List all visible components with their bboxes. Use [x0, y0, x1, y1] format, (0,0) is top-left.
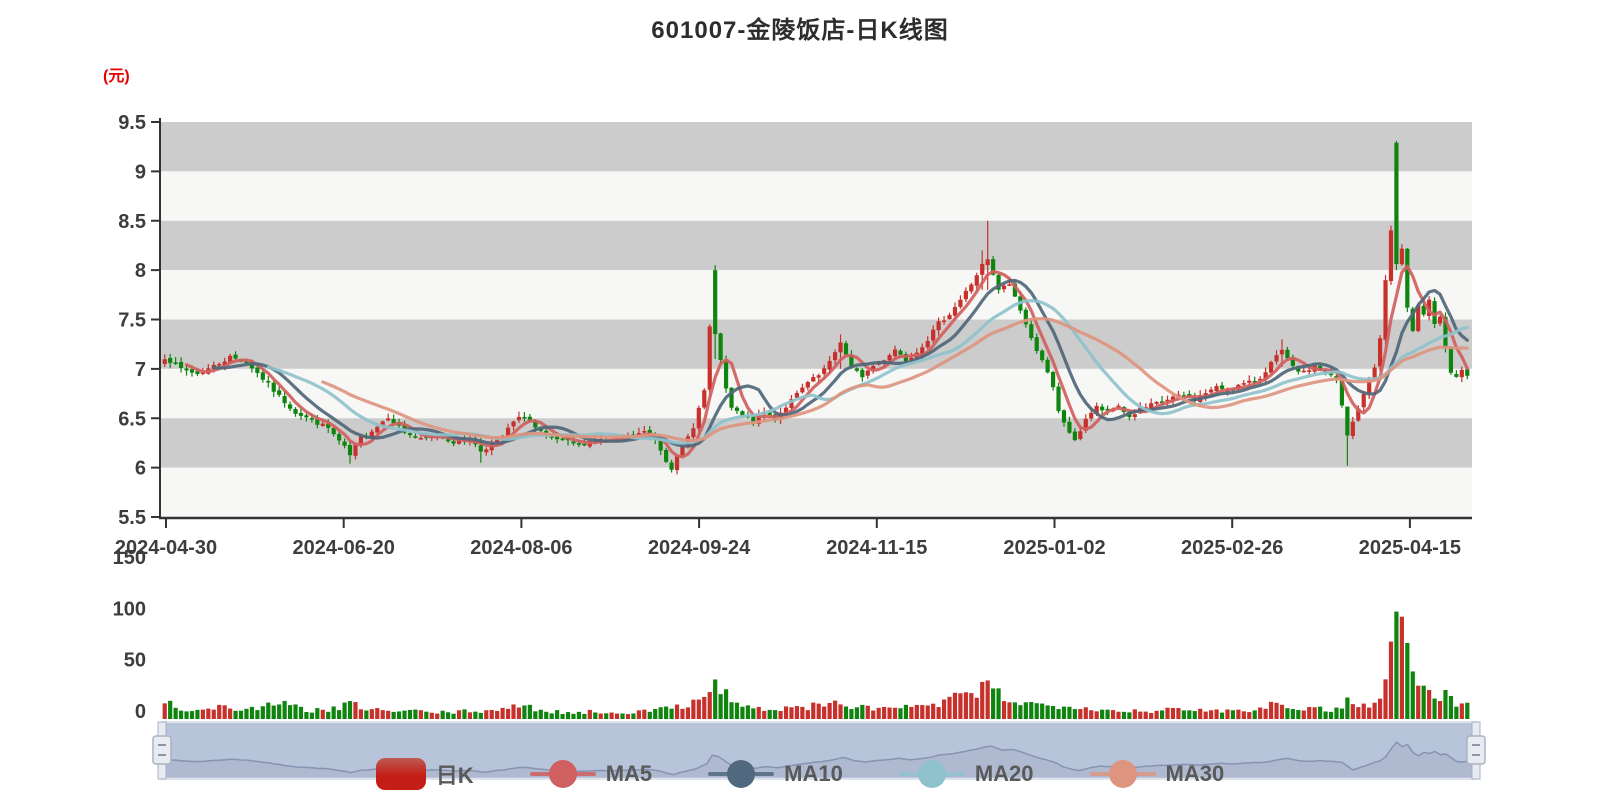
svg-text:9.5: 9.5	[118, 112, 146, 134]
svg-text:100: 100	[113, 598, 146, 620]
legend-item-ma5[interactable]: MA5	[529, 759, 653, 789]
svg-text:2024-11-15: 2024-11-15	[826, 537, 927, 559]
svg-text:2024-04-30: 2024-04-30	[115, 537, 217, 559]
x-axis-labels: 2024-04-30 2024-06-20 2024-08-06 2024-09-24…	[115, 537, 1461, 559]
ma5-line	[184, 264, 1469, 459]
x-axis	[159, 516, 1472, 528]
legend-item-kline[interactable]: 日K	[375, 758, 474, 790]
legend-item-ma30[interactable]: MA30	[1089, 759, 1225, 789]
legend-label: MA20	[974, 761, 1034, 786]
legend-label: MA5	[605, 761, 653, 786]
kline-legend-icon	[375, 758, 426, 790]
svg-text:2025-01-02: 2025-01-02	[1003, 537, 1105, 559]
datazoom-profile	[162, 742, 1476, 777]
svg-text:7.5: 7.5	[118, 310, 146, 332]
svg-text:2024-06-20: 2024-06-20	[293, 537, 395, 559]
svg-text:2024-08-06: 2024-08-06	[470, 537, 572, 559]
svg-text:6.5: 6.5	[118, 408, 146, 430]
legend-item-ma10[interactable]: MA10	[708, 759, 843, 789]
ma30-line	[321, 317, 1469, 443]
svg-text:2025-02-26: 2025-02-26	[1181, 537, 1283, 559]
volume-series	[162, 611, 1470, 719]
svg-text:5.5: 5.5	[118, 507, 146, 529]
svg-text:6: 6	[135, 458, 146, 480]
ma5-legend-icon	[529, 759, 596, 789]
price-y-axis-labels: 9.5 9 8.5 8 7.5 7 6.5 6 5.5	[118, 112, 146, 529]
ma30-legend-icon	[1089, 759, 1156, 789]
svg-text:50: 50	[124, 650, 146, 672]
svg-text:2025-04-15: 2025-04-15	[1359, 537, 1461, 559]
legend-item-ma20[interactable]: MA20	[898, 759, 1034, 789]
datazoom-right-handle[interactable]	[1466, 721, 1486, 780]
price-grid-bands	[160, 122, 1472, 517]
ma10-line	[212, 278, 1469, 448]
svg-text:0: 0	[135, 701, 146, 723]
legend-label: 日K	[435, 763, 474, 788]
ma10-legend-icon	[708, 759, 775, 789]
svg-text:7: 7	[135, 359, 146, 381]
legend-label: MA10	[784, 761, 843, 786]
datazoom-left-handle[interactable]	[152, 721, 172, 780]
svg-text:8.5: 8.5	[118, 211, 146, 233]
price-y-axis	[151, 118, 161, 518]
svg-text:2024-09-24: 2024-09-24	[648, 537, 751, 559]
chart-title: 601007-金陵饭店-日K线图	[651, 17, 949, 44]
svg-text:9: 9	[135, 161, 146, 183]
chart-legend: 日K MA5 MA10 MA20 MA30	[0, 751, 1600, 797]
legend-label: MA30	[1165, 761, 1225, 786]
volume-axis-labels: 150 100 50 0	[113, 547, 146, 723]
ma20-legend-icon	[898, 759, 965, 789]
price-unit-label: (元)	[103, 68, 130, 85]
svg-text:150: 150	[113, 547, 146, 569]
svg-text:8: 8	[135, 260, 146, 282]
